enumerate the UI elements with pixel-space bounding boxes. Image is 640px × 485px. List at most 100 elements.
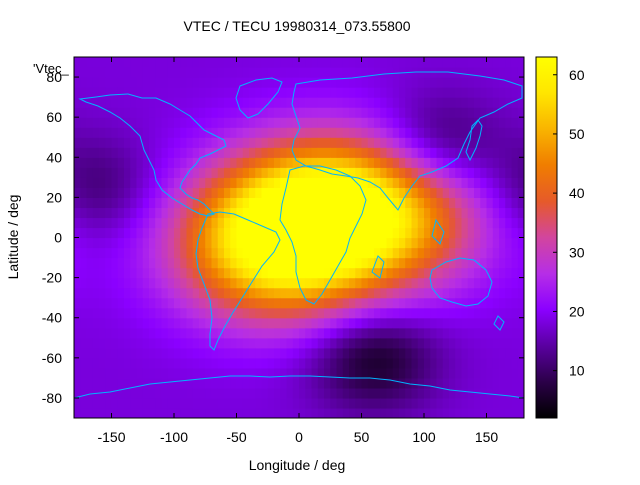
heatmap-cell	[317, 187, 325, 198]
heatmap-cell	[480, 177, 488, 188]
heatmap-cell	[161, 237, 169, 249]
heatmap-cell	[105, 157, 113, 168]
heatmap-cell	[149, 247, 156, 259]
heatmap-cell	[267, 307, 275, 319]
heatmap-cell	[192, 287, 200, 299]
heatmap-cell	[311, 247, 319, 259]
heatmap-cell	[174, 107, 181, 118]
heatmap-cell	[392, 317, 400, 329]
heatmap-cell	[311, 337, 319, 349]
heatmap-cell	[180, 167, 188, 178]
heatmap-cell	[336, 357, 344, 369]
heatmap-cell	[417, 87, 425, 98]
heatmap-cell	[149, 387, 156, 399]
heatmap-cell	[417, 117, 425, 128]
heatmap-cell	[499, 297, 506, 309]
heatmap-cell	[124, 327, 131, 339]
heatmap-cell	[142, 317, 150, 329]
heatmap-cell	[92, 147, 100, 158]
heatmap-cell	[317, 267, 325, 279]
heatmap-cell	[80, 367, 88, 379]
heatmap-cell	[117, 87, 125, 98]
heatmap-cell	[261, 207, 269, 219]
heatmap-cell	[155, 237, 163, 249]
heatmap-cell	[361, 127, 369, 138]
heatmap-cell	[186, 107, 194, 118]
heatmap-cell	[174, 307, 181, 319]
x-tick-label: 50	[354, 429, 370, 445]
heatmap-cell	[86, 127, 94, 138]
heatmap-cell	[174, 187, 181, 198]
heatmap-cell	[467, 377, 475, 389]
heatmap-cell	[242, 57, 250, 68]
heatmap-cell	[392, 57, 400, 68]
heatmap-cell	[349, 307, 356, 319]
heatmap-cell	[174, 287, 181, 299]
heatmap-cell	[499, 207, 506, 219]
heatmap-cell	[336, 327, 344, 339]
heatmap-cell	[424, 247, 431, 259]
heatmap-cell	[505, 107, 513, 118]
heatmap-cell	[380, 337, 388, 349]
heatmap-cell	[105, 207, 113, 219]
heatmap-cell	[436, 207, 444, 219]
heatmap-cell	[386, 257, 394, 269]
heatmap-cell	[405, 157, 413, 168]
heatmap-cell	[392, 257, 400, 269]
heatmap-cell	[311, 237, 319, 249]
heatmap-cell	[124, 347, 131, 359]
heatmap-cell	[267, 57, 275, 68]
heatmap-cell	[442, 107, 450, 118]
heatmap-cell	[399, 347, 406, 359]
heatmap-cell	[267, 157, 275, 168]
heatmap-cell	[505, 207, 513, 219]
heatmap-cell	[505, 227, 513, 239]
heatmap-cell	[211, 177, 219, 188]
heatmap-cell	[299, 97, 306, 108]
heatmap-cell	[492, 227, 500, 239]
heatmap-cell	[486, 367, 494, 379]
heatmap-cell	[155, 267, 163, 279]
heatmap-cell	[461, 237, 469, 249]
heatmap-cell	[255, 337, 263, 349]
heatmap-cell	[417, 127, 425, 138]
heatmap-cell	[230, 297, 238, 309]
heatmap-cell	[330, 407, 338, 418]
heatmap-cell	[124, 97, 131, 108]
heatmap-cell	[142, 97, 150, 108]
heatmap-cell	[349, 247, 356, 259]
heatmap-cell	[249, 167, 256, 178]
heatmap-cell	[130, 177, 138, 188]
heatmap-cell	[486, 197, 494, 209]
heatmap-cell	[299, 357, 306, 369]
heatmap-cell	[361, 137, 369, 148]
heatmap-cell	[374, 157, 381, 168]
heatmap-cell	[224, 337, 231, 349]
heatmap-cell	[305, 237, 313, 249]
heatmap-cell	[455, 107, 463, 118]
heatmap-cell	[361, 267, 369, 279]
heatmap-cell	[461, 147, 469, 158]
heatmap-cell	[111, 227, 119, 239]
heatmap-cell	[317, 67, 325, 78]
heatmap-cell	[105, 347, 113, 359]
heatmap-cell	[211, 157, 219, 168]
heatmap-cell	[311, 267, 319, 279]
heatmap-cell	[274, 287, 281, 299]
heatmap-cell	[361, 237, 369, 249]
heatmap-cell	[449, 117, 456, 128]
heatmap-cell	[86, 317, 94, 329]
heatmap-cell	[224, 217, 231, 229]
heatmap-cell	[511, 407, 519, 418]
heatmap-cell	[161, 117, 169, 128]
heatmap-cell	[517, 227, 524, 239]
heatmap-cell	[167, 327, 175, 339]
heatmap-cell	[274, 357, 281, 369]
heatmap-cell	[499, 357, 506, 369]
heatmap-cell	[186, 117, 194, 128]
heatmap-cell	[467, 107, 475, 118]
heatmap-cell	[105, 227, 113, 239]
heatmap-cell	[492, 307, 500, 319]
heatmap-cell	[111, 337, 119, 349]
heatmap-cell	[186, 167, 194, 178]
